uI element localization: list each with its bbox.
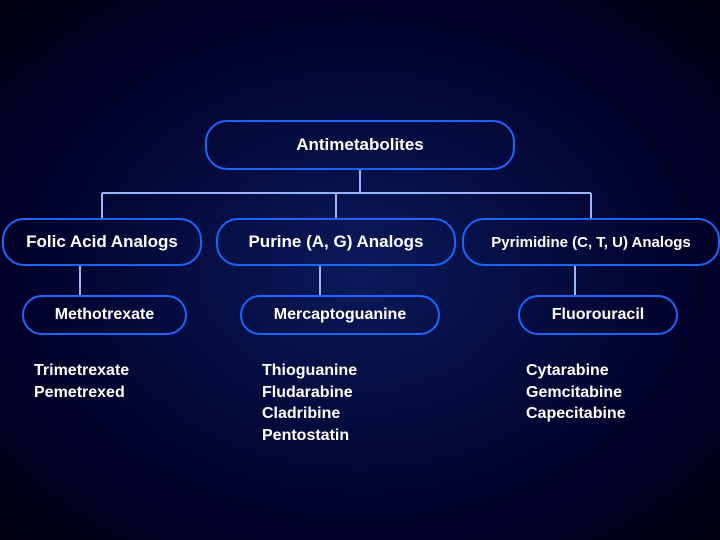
root-label: Antimetabolites (296, 135, 424, 155)
child-node-pyrimidine: Fluorouracil (518, 295, 678, 335)
extra-item: Pentostatin (262, 425, 357, 447)
extras-pyrimidine: CytarabineGemcitabineCapecitabine (526, 360, 626, 425)
category-label: Purine (A, G) Analogs (248, 232, 423, 252)
extra-item: Thioguanine (262, 360, 357, 382)
extra-item: Cytarabine (526, 360, 626, 382)
child-node-folic: Methotrexate (22, 295, 187, 335)
extras-purine: ThioguanineFludarabineCladribinePentosta… (262, 360, 357, 446)
extra-item: Trimetrexate (34, 360, 129, 382)
category-node-pyrimidine: Pyrimidine (C, T, U) Analogs (462, 218, 720, 266)
extra-item: Capecitabine (526, 403, 626, 425)
child-label: Mercaptoguanine (274, 306, 406, 324)
child-label: Fluorouracil (552, 306, 644, 324)
connector-lines (0, 0, 720, 540)
extra-item: Fludarabine (262, 382, 357, 404)
extra-item: Gemcitabine (526, 382, 626, 404)
category-label: Folic Acid Analogs (26, 232, 178, 252)
category-label: Pyrimidine (C, T, U) Analogs (491, 234, 690, 251)
extra-item: Pemetrexed (34, 382, 129, 404)
extra-item: Cladribine (262, 403, 357, 425)
extras-folic: TrimetrexatePemetrexed (34, 360, 129, 403)
category-node-purine: Purine (A, G) Analogs (216, 218, 456, 266)
root-node: Antimetabolites (205, 120, 515, 170)
category-node-folic: Folic Acid Analogs (2, 218, 202, 266)
child-label: Methotrexate (55, 306, 155, 324)
child-node-purine: Mercaptoguanine (240, 295, 440, 335)
